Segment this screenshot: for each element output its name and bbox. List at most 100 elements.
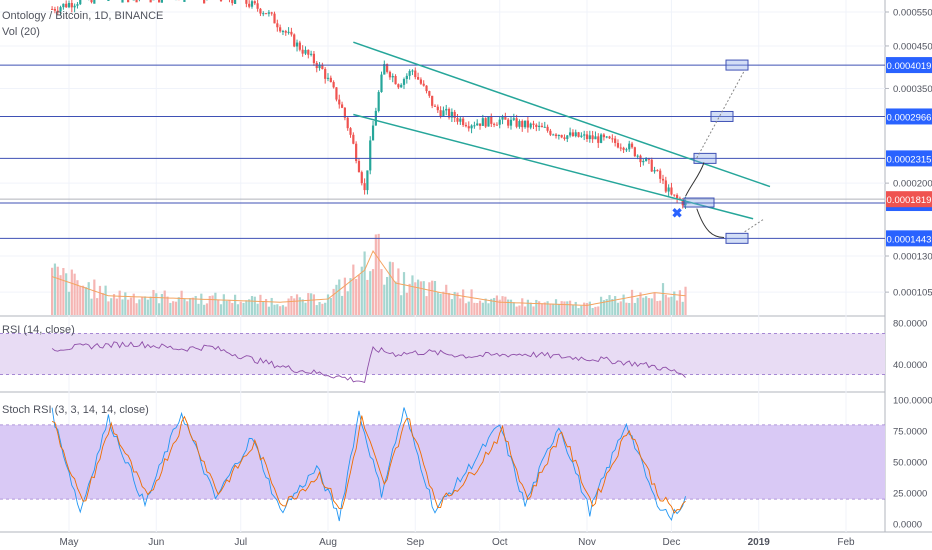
volume-bar	[112, 294, 116, 315]
volume-bar	[391, 262, 394, 315]
volume-bar	[394, 281, 397, 315]
volume-bar	[529, 302, 532, 315]
projection-arrow-up	[685, 162, 705, 197]
rsi-tick-label: 80.0000	[893, 319, 927, 330]
volume-bar	[194, 295, 197, 315]
candle-body	[279, 27, 282, 32]
stoch-tick-label: 0.0000	[893, 519, 922, 530]
volume-bar	[675, 300, 679, 315]
candle-body	[675, 195, 679, 199]
target-box	[725, 59, 749, 71]
volume-bar	[346, 291, 349, 315]
rsi-tick-label: 40.0000	[893, 360, 927, 371]
candle-body	[352, 134, 355, 144]
candle-body	[419, 79, 423, 84]
candle-body	[422, 83, 425, 86]
candle-body	[498, 119, 501, 125]
volume-bar	[127, 299, 130, 315]
volume-bar	[636, 297, 639, 315]
candle-body	[597, 136, 600, 143]
volume-bar	[231, 302, 234, 315]
time-tick-label: Oct	[492, 537, 508, 548]
volume-bar	[616, 302, 620, 315]
candle-body	[343, 107, 346, 118]
candle-body	[264, 13, 268, 15]
volume-bar	[540, 303, 544, 315]
candle-body	[470, 125, 473, 129]
stoch-rsi-title: Stoch RSI (3, 3, 14, 14, close)	[2, 404, 149, 416]
volume-bar	[408, 283, 411, 315]
breakout-marker: ✖	[672, 206, 683, 221]
volume-bar	[349, 278, 352, 315]
volume-bar	[583, 302, 586, 315]
candle-body	[456, 118, 459, 122]
volume-bar	[76, 280, 79, 315]
candle-body	[462, 118, 465, 125]
candle-body	[636, 155, 639, 157]
volume-bar	[490, 298, 493, 315]
volume-bar	[135, 303, 138, 315]
volume-bar	[625, 302, 628, 315]
candlestick-series	[51, 0, 687, 209]
candle-body	[93, 0, 96, 4]
volume-bar	[318, 302, 321, 315]
volume-bar	[484, 298, 487, 315]
candle-body	[51, 8, 54, 10]
volume-bar	[445, 284, 448, 315]
rsi-band	[0, 333, 885, 375]
candle-body	[574, 132, 577, 137]
candle-body	[450, 111, 453, 118]
volume-bar	[62, 268, 65, 315]
horizontal-levels[interactable]: 0.00040190.00029660.00023150.00017780.00…	[0, 57, 932, 247]
entry-box	[683, 197, 715, 208]
candle-body	[656, 170, 659, 172]
candle-body	[304, 49, 307, 54]
candle-body	[439, 110, 442, 117]
volume-bar	[363, 251, 366, 315]
candle-body	[357, 160, 361, 173]
volume-bar	[495, 295, 499, 315]
volume-bar	[110, 298, 113, 315]
volume-bar	[338, 279, 341, 315]
volume-bar	[104, 285, 107, 315]
volume-bar	[386, 276, 389, 315]
candle-body	[608, 136, 611, 139]
candle-body	[79, 0, 82, 5]
volume-bar	[157, 303, 161, 315]
volume-bar	[262, 301, 265, 315]
volume-bar	[329, 298, 332, 315]
candle-body	[642, 160, 645, 163]
level-price-tag	[886, 150, 932, 167]
volume-bar	[177, 297, 180, 315]
current-price-tag	[886, 191, 932, 208]
volume-bar	[307, 293, 310, 315]
candle-body	[507, 119, 510, 126]
volume-bar	[264, 298, 268, 315]
candle-body	[248, 3, 251, 7]
candle-body	[453, 111, 456, 119]
volume-bar	[279, 306, 282, 315]
candle-body	[515, 118, 518, 127]
candle-body	[546, 126, 549, 131]
candle-body	[585, 134, 589, 140]
candle-body	[653, 170, 656, 172]
volume-bar	[439, 293, 442, 315]
falling-wedge[interactable]: ✖	[353, 41, 771, 244]
candle-body	[332, 82, 335, 88]
level-price-label: 0.0004019	[887, 61, 932, 72]
candle-body	[276, 23, 279, 28]
volume-bar	[219, 304, 223, 315]
candle-body	[388, 71, 392, 78]
candle-body	[588, 135, 591, 140]
candle-body	[121, 0, 124, 3]
level-price-tag	[886, 57, 932, 74]
volume-label: Vol (20)	[2, 26, 40, 38]
volume-bar	[214, 292, 217, 315]
volume-bar	[425, 296, 428, 315]
candle-body	[65, 3, 68, 8]
volume-bar	[270, 297, 273, 315]
candle-body	[535, 124, 538, 127]
volume-bar	[397, 268, 400, 315]
